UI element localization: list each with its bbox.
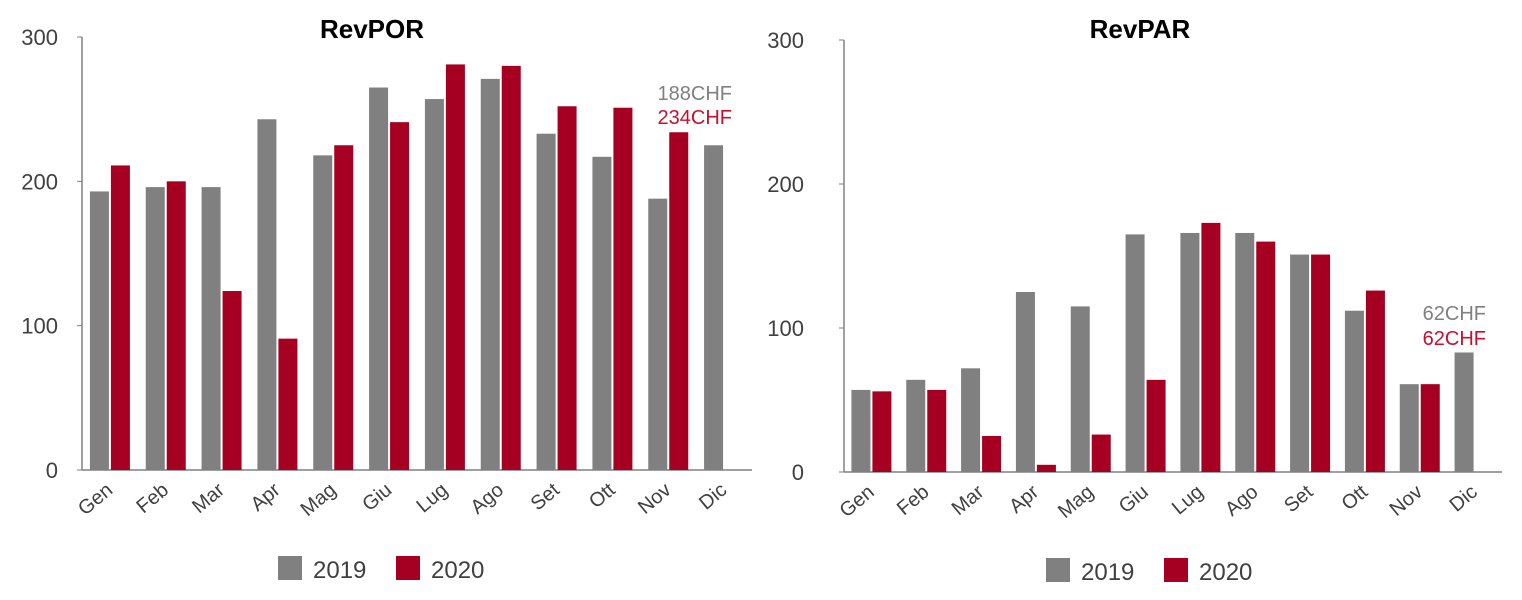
bar-2019-feb <box>906 379 926 472</box>
x-tick-label: Gen <box>836 481 879 522</box>
x-tick-label: Mar <box>948 481 989 520</box>
bar-2019-ago <box>480 78 500 471</box>
x-tick-label: Set <box>1280 481 1317 517</box>
bar-2020-ago <box>1256 241 1276 472</box>
y-tick-label: 300 <box>767 28 804 53</box>
bar-2019-ago <box>1235 232 1255 472</box>
legend-label-2019: 2019 <box>313 557 366 584</box>
annotation-2019: 188CHF <box>658 83 732 105</box>
bar-2019-mag <box>313 155 333 470</box>
y-tick-label: 0 <box>792 460 804 485</box>
bar-2019-feb <box>145 187 165 470</box>
x-tick-label: Mag <box>1054 481 1098 523</box>
bar-2019-mar <box>961 368 981 472</box>
bar-2020-apr <box>278 338 298 470</box>
x-tick-label: Feb <box>132 479 173 518</box>
bar-2019-apr <box>257 119 277 471</box>
legend: 2019 2020 <box>1046 558 1252 586</box>
x-tick-label: Ott <box>585 479 620 513</box>
x-tick-label: Ott <box>1338 481 1373 515</box>
x-tick-label: Mag <box>297 479 341 521</box>
bar-2020-gen <box>110 165 130 470</box>
y-tick-label: 200 <box>21 169 58 194</box>
bar-2020-mag <box>1091 434 1111 472</box>
bar-2019-giu <box>1125 234 1145 472</box>
annotation-2020: 62CHF <box>1423 328 1486 350</box>
x-tick-label: Feb <box>893 481 934 520</box>
chart-revpar: RevPAR 0 100 200 300 Gen Feb Mar Apr Mag Giu Lug Ago… <box>767 14 1502 586</box>
legend-swatch-2019 <box>278 556 302 580</box>
legend: 2019 2020 <box>278 556 484 584</box>
bar-2019-lug <box>424 99 444 471</box>
y-tick-label: 300 <box>21 25 58 50</box>
bar-2020-gen <box>872 391 892 472</box>
x-tick-label: Nov <box>1386 481 1427 521</box>
bar-2019-gen <box>851 389 871 472</box>
bar-2020-nov <box>669 132 689 470</box>
bar-2020-giu <box>1146 379 1166 472</box>
y-tick-label: 200 <box>767 172 804 197</box>
bar-2019-nov <box>648 198 668 471</box>
bar-2020-ott <box>1365 290 1385 472</box>
bar-2020-lug <box>445 64 465 470</box>
x-tick-label: Ago <box>1221 481 1262 521</box>
chart-title: RevPAR <box>1090 14 1191 44</box>
bar-2019-giu <box>369 87 389 471</box>
x-tick-label: Mar <box>188 479 229 518</box>
bar-2020-lug <box>1201 222 1221 472</box>
x-tick-label: Nov <box>634 479 675 519</box>
bar-2019-gen <box>89 191 109 471</box>
bar-2019-ott <box>1344 310 1364 472</box>
bar-2020-ago <box>501 65 521 470</box>
bar-2020-apr <box>1036 464 1056 472</box>
bar-2019-set <box>536 133 556 470</box>
x-tick-label: Lug <box>1168 481 1208 519</box>
chart-revpor: RevPOR 0 100 200 300 Gen Feb Mar Apr Mag Giu Lug Ago… <box>21 14 752 584</box>
y-tick-label: 100 <box>767 316 804 341</box>
bar-2020-feb <box>927 389 947 472</box>
bar-2020-set <box>557 106 577 470</box>
x-tick-label: Lug <box>412 479 452 517</box>
bar-2020-mar <box>982 436 1002 472</box>
x-tick-label: Dic <box>695 479 731 514</box>
bar-2020-giu <box>390 122 410 470</box>
x-tick-label: Dic <box>1446 481 1482 516</box>
bar-2019-lug <box>1180 232 1200 472</box>
x-tick-label: Set <box>527 479 564 515</box>
x-tick-label: Apr <box>1005 481 1043 518</box>
y-tick-label: 100 <box>21 314 58 339</box>
bar-2019-mag <box>1070 306 1090 472</box>
bar-2020-ott <box>613 107 633 471</box>
bar-2020-mag <box>334 145 354 470</box>
bar-2020-set <box>1311 254 1331 472</box>
legend-label-2019: 2019 <box>1081 559 1134 586</box>
bar-2019-dic <box>704 145 724 470</box>
bar-2019-nov <box>1399 384 1419 472</box>
x-tick-label: Ago <box>467 479 508 519</box>
bar-2019-apr <box>1015 292 1035 472</box>
legend-swatch-2019 <box>1046 558 1070 582</box>
legend-swatch-2020 <box>1164 558 1188 582</box>
bar-2019-set <box>1290 254 1310 472</box>
annotation-2020: 234CHF <box>658 107 732 129</box>
bar-2019-mar <box>201 187 221 470</box>
x-tick-label: Giu <box>1115 481 1153 518</box>
x-tick-label: Gen <box>74 479 117 520</box>
legend-label-2020: 2020 <box>431 557 484 584</box>
chart-title: RevPOR <box>320 14 424 44</box>
bar-2019-dic <box>1454 352 1474 472</box>
x-tick-label: Apr <box>247 479 285 516</box>
y-tick-label: 0 <box>46 458 58 483</box>
legend-label-2020: 2020 <box>1199 559 1252 586</box>
bar-2020-mar <box>222 291 242 470</box>
annotation-2019: 62CHF <box>1423 303 1486 325</box>
x-tick-label: Giu <box>358 479 396 516</box>
bar-2020-nov <box>1420 384 1440 472</box>
bar-2019-ott <box>592 156 612 470</box>
bar-2020-feb <box>166 181 186 471</box>
legend-swatch-2020 <box>396 556 420 580</box>
